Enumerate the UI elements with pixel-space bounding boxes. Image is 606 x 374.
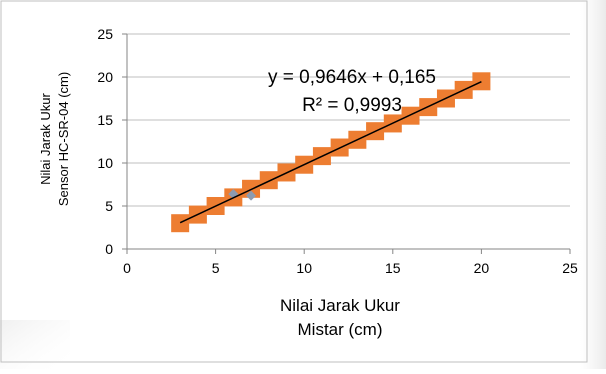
trendline-group <box>179 80 482 224</box>
y-tick-label: 0 <box>105 241 113 257</box>
x-tick-label: 25 <box>562 260 578 276</box>
x-axis-title-line-1: Nilai Jarak Ukur <box>280 296 400 315</box>
y-tick-label: 25 <box>97 26 113 42</box>
axes <box>122 33 571 254</box>
x-tick-label: 15 <box>385 260 401 276</box>
data-point-diamond <box>246 190 257 201</box>
y-tick-label: 20 <box>97 69 113 85</box>
trendline-equation: y = 0,9646x + 0,165 <box>268 67 436 88</box>
x-axis-title-line-2: Mistar (cm) <box>298 320 383 339</box>
data-point-square <box>401 106 420 125</box>
y-axis-title-line-2: Sensor HC-SR-04 (cm) <box>56 72 71 206</box>
x-tick-label: 10 <box>296 260 312 276</box>
tick-labels: 0 5 10 15 20 25 0 5 10 15 20 25 <box>97 26 578 276</box>
y-tick-label: 5 <box>105 198 113 214</box>
chart-border <box>0 0 588 363</box>
x-tick-label: 20 <box>474 260 490 276</box>
x-tick-label: 0 <box>123 260 131 276</box>
y-tick-label: 10 <box>97 155 113 171</box>
y-tick-label: 15 <box>97 112 113 128</box>
data-point-square <box>259 171 278 190</box>
gridlines <box>127 33 570 207</box>
trendline-r-squared: R² = 0,9993 <box>302 95 402 116</box>
y-axis-title-line-1: Nilai Jarak Ukur <box>38 92 53 184</box>
x-tick-label: 5 <box>212 260 220 276</box>
data-point-square <box>472 72 491 91</box>
bottom-left-fade <box>0 320 70 369</box>
trendline <box>179 80 482 224</box>
right-edge-fade <box>580 0 606 369</box>
data-point-square <box>171 214 190 233</box>
